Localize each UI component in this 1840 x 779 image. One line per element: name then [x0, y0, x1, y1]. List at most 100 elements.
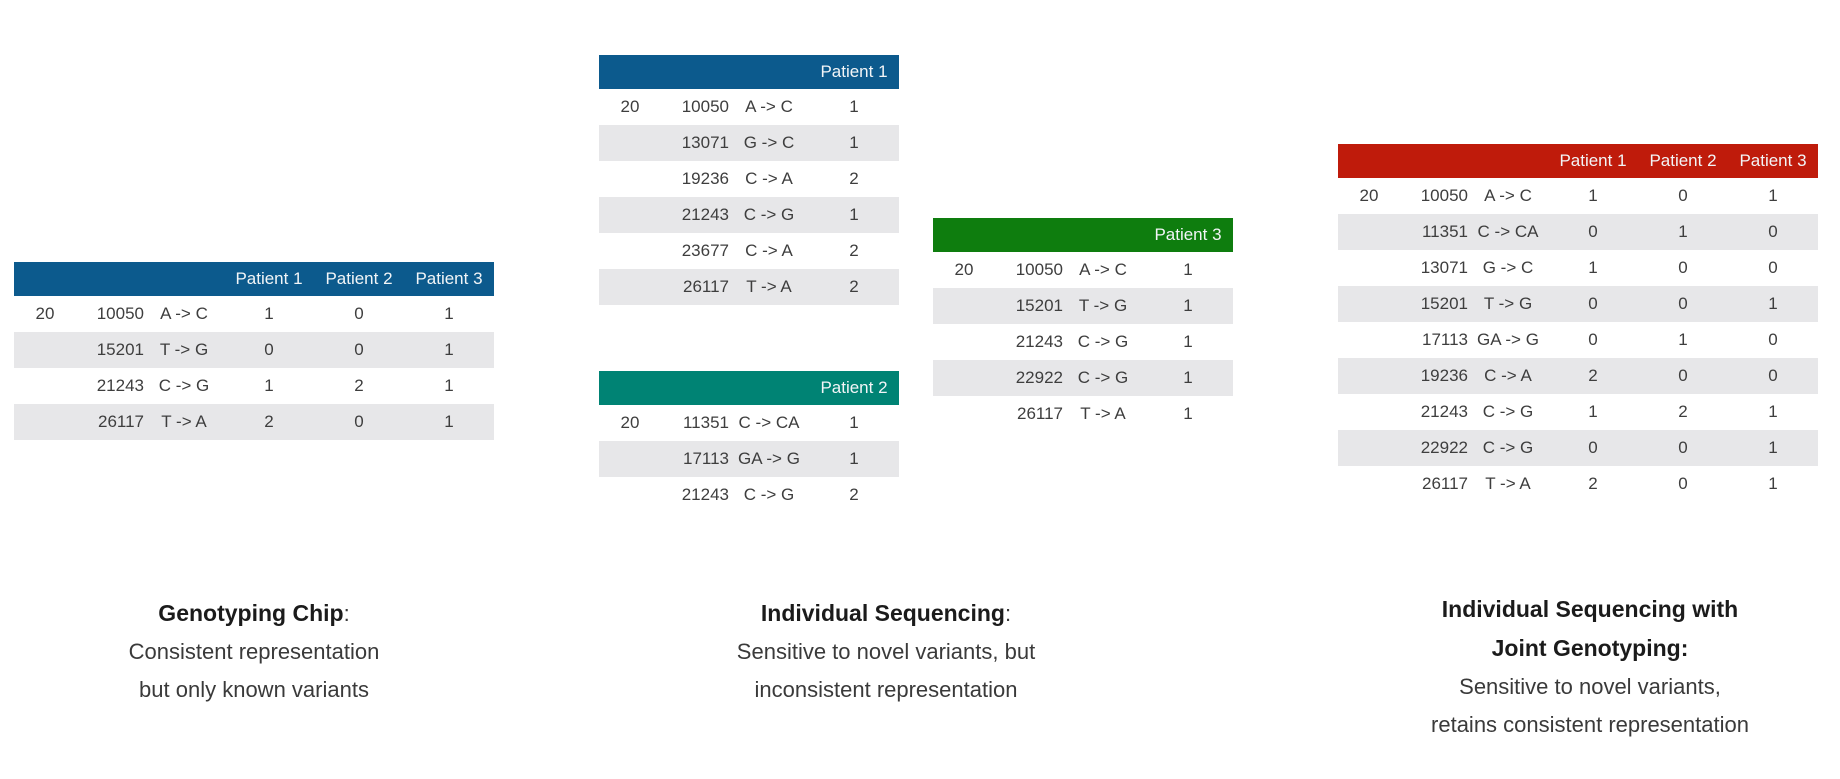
patient-column-header: Patient 2: [820, 378, 888, 397]
table-header: Patient 1 Patient 2 Patient 3: [14, 262, 494, 296]
table-row: 17113 GA -> G 1: [599, 441, 899, 477]
patient-column-header: Patient 1: [1559, 151, 1627, 170]
cell-val: 1: [1588, 186, 1598, 205]
cell-val: 1: [1768, 402, 1778, 421]
cell-val: 1: [849, 205, 859, 224]
cell-val: 1: [849, 449, 859, 468]
cell-change: GA -> G: [738, 449, 800, 468]
cell-chrom: 20: [954, 260, 974, 279]
cell-pos: 22922: [1015, 368, 1063, 387]
table-row: 23677 C -> A 2: [599, 233, 899, 269]
cell-val: 0: [1678, 474, 1688, 493]
cell-pos: 26117: [97, 412, 144, 431]
cell-change: C -> CA: [738, 413, 800, 432]
cell-val: 0: [1588, 294, 1598, 313]
individual-sequencing-patient3-table: Patient 3 20 10050 A -> C 1 15201 T -> G 1 21243…: [933, 218, 1233, 432]
table-row: 26117 T -> A 2 0 1: [14, 404, 494, 440]
cell-pos: 10050: [681, 97, 729, 116]
cell-pos: 26117: [682, 277, 729, 296]
cell-val: 0: [1768, 222, 1778, 241]
table-row: 19236 C -> A 2 0 0: [1338, 358, 1818, 394]
cell-val: 0: [1678, 186, 1688, 205]
cell-change: T -> A: [746, 277, 792, 296]
cell-val: 1: [1183, 332, 1193, 351]
patient-column-header: Patient 2: [325, 269, 393, 288]
cell-val: 0: [264, 340, 274, 359]
cell-pos: 23677: [681, 241, 729, 260]
table-row: 17113 GA -> G 0 1 0: [1338, 322, 1818, 358]
cell-val: 1: [849, 97, 859, 116]
cell-val: 2: [354, 376, 364, 395]
cell-change: C -> G: [1482, 438, 1534, 457]
cell-pos: 21243: [96, 376, 144, 395]
table-row: 21243 C -> G 2: [599, 477, 899, 513]
cell-val: 2: [849, 169, 859, 188]
table-row: 26117 T -> A 2: [599, 269, 899, 305]
table-row: 20 10050 A -> C 1: [933, 252, 1233, 288]
cell-val: 1: [1183, 260, 1193, 279]
cell-val: 1: [1183, 368, 1193, 387]
cell-val: 1: [1678, 330, 1688, 349]
table-header: Patient 3: [933, 218, 1233, 252]
cell-change: C -> G: [743, 205, 795, 224]
cell-change: A -> C: [160, 304, 208, 323]
patient-column-header: Patient 1: [820, 62, 888, 81]
cell-pos: 21243: [1420, 402, 1468, 421]
cell-val: 1: [1183, 404, 1193, 423]
cell-val: 1: [444, 412, 454, 431]
cell-pos: 22922: [1420, 438, 1468, 457]
cell-val: 0: [1588, 222, 1598, 241]
cell-pos: 13071: [1420, 258, 1468, 277]
cell-change: A -> C: [1484, 186, 1532, 205]
caption-body-line: Consistent representation: [128, 639, 380, 664]
caption-title-line: Joint Genotyping:: [1431, 629, 1749, 668]
cell-val: 0: [1678, 366, 1688, 385]
cell-pos: 15201: [1015, 296, 1063, 315]
cell-val: 0: [1588, 330, 1598, 349]
cell-change: C -> CA: [1477, 222, 1539, 241]
cell-pos: 21243: [681, 205, 729, 224]
cell-val: 1: [444, 340, 454, 359]
table-row: 26117 T -> A 2 0 1: [1338, 466, 1818, 502]
table-header: Patient 1 Patient 2 Patient 3: [1338, 144, 1818, 178]
cell-change: C -> A: [745, 241, 793, 260]
cell-val: 2: [849, 485, 859, 504]
caption-title-line: Individual Sequencing:: [737, 594, 1035, 633]
table-row: 20 10050 A -> C 1 0 1: [1338, 178, 1818, 214]
table-row: 21243 C -> G 1 2 1: [1338, 394, 1818, 430]
table-row: 19236 C -> A 2: [599, 161, 899, 197]
table-row: 22922 C -> G 1: [933, 360, 1233, 396]
caption-body-line: Sensitive to novel variants,: [1459, 674, 1721, 699]
caption-title-text: Individual Sequencing with: [1441, 596, 1739, 622]
cell-pos: 19236: [681, 169, 729, 188]
cell-change: A -> C: [1079, 260, 1127, 279]
table-row: 15201 T -> G 0 0 1: [1338, 286, 1818, 322]
table-row: 21243 C -> G 1: [599, 197, 899, 233]
patient-column-header: Patient 2: [1649, 151, 1717, 170]
joint-genotyping-table: Patient 1 Patient 2 Patient 3 20 10050 A -> C…: [1338, 144, 1818, 502]
cell-val: 1: [1588, 402, 1598, 421]
caption-title-text: Joint Genotyping:: [1491, 635, 1689, 661]
caption-title-suffix: :: [343, 601, 350, 626]
cell-change: G -> C: [743, 133, 795, 152]
caption-title-line: Individual Sequencing with: [1431, 590, 1749, 629]
cell-pos: 19236: [1420, 366, 1468, 385]
cell-pos: 26117: [1421, 474, 1468, 493]
cell-pos: 11351: [1421, 222, 1468, 241]
table-row: 21243 C -> G 1: [933, 324, 1233, 360]
caption-body-line: but only known variants: [139, 677, 369, 702]
table-header: Patient 2: [599, 371, 899, 405]
cell-change: T -> G: [1078, 296, 1128, 315]
cell-change: C -> A: [1484, 366, 1532, 385]
table-row: 20 11351 C -> CA 1: [599, 405, 899, 441]
cell-change: G -> C: [1482, 258, 1534, 277]
table-row: 15201 T -> G 1: [933, 288, 1233, 324]
cell-change: A -> C: [745, 97, 793, 116]
cell-change: T -> A: [161, 412, 207, 431]
patient-column-header: Patient 3: [415, 269, 483, 288]
cell-chrom: 20: [620, 413, 640, 432]
cell-val: 1: [1768, 294, 1778, 313]
individual-sequencing-patient1-table: Patient 1 20 10050 A -> C 1 13071 G -> C 1 19236…: [599, 55, 899, 305]
table-row: 20 10050 A -> C 1 0 1: [14, 296, 494, 332]
cell-val: 2: [1588, 474, 1598, 493]
